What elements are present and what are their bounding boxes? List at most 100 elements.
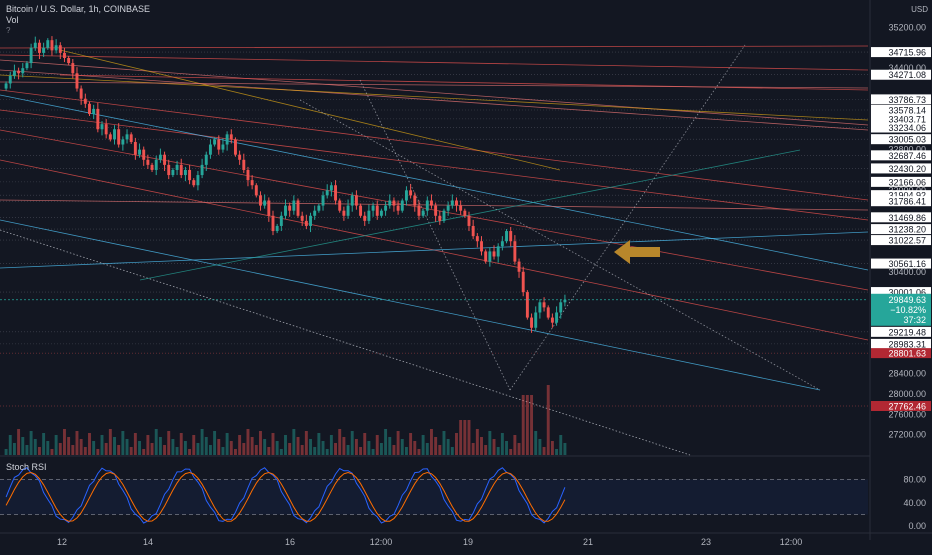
volume-bar: [279, 449, 283, 455]
candle-body: [246, 169, 250, 181]
volume-bar: [233, 449, 237, 455]
volume-bar: [263, 439, 267, 455]
candle-body: [309, 215, 312, 226]
candle-body: [117, 129, 121, 145]
candle-body: [17, 70, 21, 74]
price-tag: 31904.92: [888, 191, 926, 201]
volume-bar: [400, 439, 404, 455]
volume-bar: [108, 429, 112, 455]
candle-body: [67, 57, 71, 64]
candle-body: [104, 124, 108, 135]
price-tag-bg: [871, 105, 931, 116]
trendline: [0, 54, 869, 71]
candle-body: [167, 164, 171, 176]
price-tag: 31469.86: [888, 213, 926, 223]
x-tick-label: 12:00: [780, 537, 803, 547]
candle-body: [550, 317, 554, 323]
price-tag-bg: [871, 190, 931, 201]
price-tag: 28983.31: [888, 339, 926, 349]
volume-bar: [325, 449, 329, 455]
candle-body: [296, 200, 300, 216]
volume-bar: [229, 441, 233, 455]
volume-bar: [88, 433, 91, 455]
candle-body: [129, 134, 133, 142]
volume-bar: [250, 437, 254, 455]
candle-body: [467, 215, 471, 226]
volume-bar: [71, 445, 75, 455]
trendline: [0, 94, 869, 271]
candle-body: [430, 200, 433, 206]
volume-bar: [467, 420, 471, 455]
price-tag: 31786.41: [888, 197, 926, 207]
price-axis: [870, 0, 932, 550]
volume-bar: [367, 441, 371, 455]
volume-bar: [480, 437, 483, 455]
volume-bar: [213, 431, 217, 455]
candle-body: [400, 200, 404, 211]
price-tag: 30561.16: [888, 259, 926, 269]
volume-bar: [138, 441, 141, 455]
candle-body: [79, 88, 83, 99]
bar-countdown: 37:32: [903, 315, 926, 325]
volume-bar: [296, 437, 300, 455]
volume-bar: [538, 439, 542, 455]
volume-bar: [146, 435, 150, 455]
volume-bar: [392, 445, 396, 455]
candle-body: [563, 299, 567, 303]
candle-body: [254, 185, 258, 196]
candle-body: [417, 205, 421, 216]
candle-body: [450, 200, 454, 206]
candle-body: [425, 200, 429, 211]
candle-body: [375, 205, 379, 216]
candle-body: [459, 205, 463, 211]
y-tick-label: 30400.00: [888, 267, 926, 277]
candle-body: [534, 312, 538, 328]
candle-body: [171, 169, 175, 176]
candle-body: [271, 215, 275, 232]
rsi-tick-label: 80.00: [903, 475, 926, 485]
candle-body: [475, 236, 479, 242]
volume-bar: [129, 447, 133, 455]
candle-body: [363, 215, 367, 221]
candle-body: [359, 205, 363, 216]
volume-bar: [350, 431, 354, 455]
volume-bar: [21, 437, 25, 455]
price-tag-bg: [871, 258, 931, 269]
volume-bar: [371, 449, 375, 455]
volume-bar: [542, 447, 546, 455]
price-tag: 32166.06: [888, 177, 926, 187]
candle-body: [42, 47, 46, 53]
volume-bar: [284, 435, 287, 455]
price-tag-bg: [871, 122, 931, 133]
trendline: [0, 69, 869, 131]
volume-bar: [404, 447, 408, 455]
price-tag-bg: [871, 176, 931, 187]
price-tag: 27762.46: [888, 402, 926, 412]
price-change: −10.82%: [890, 305, 926, 315]
candle-body: [25, 63, 29, 69]
trendline: [0, 199, 869, 211]
rsi-tick-label: 40.00: [903, 498, 926, 508]
candle-body: [379, 210, 383, 216]
rsi-tick-label: 0.00: [908, 521, 926, 531]
volume-bar: [559, 435, 563, 455]
candle-body: [54, 45, 58, 51]
candle-body: [192, 180, 196, 186]
volume-bar: [83, 447, 87, 455]
candle-body: [263, 200, 267, 206]
volume-bar: [525, 395, 529, 455]
volume-bar: [142, 449, 146, 455]
volume-label: Vol: [6, 15, 19, 25]
price-tag: 33403.71: [888, 114, 926, 124]
candle-body: [313, 210, 317, 216]
trendline: [139, 149, 801, 281]
trendline: [0, 109, 869, 221]
candle-body: [146, 159, 150, 165]
candle-body: [217, 139, 221, 150]
candle-body: [4, 83, 8, 89]
candle-body: [500, 241, 504, 247]
info-badge[interactable]: ?: [6, 26, 11, 35]
candle-body: [163, 154, 167, 165]
